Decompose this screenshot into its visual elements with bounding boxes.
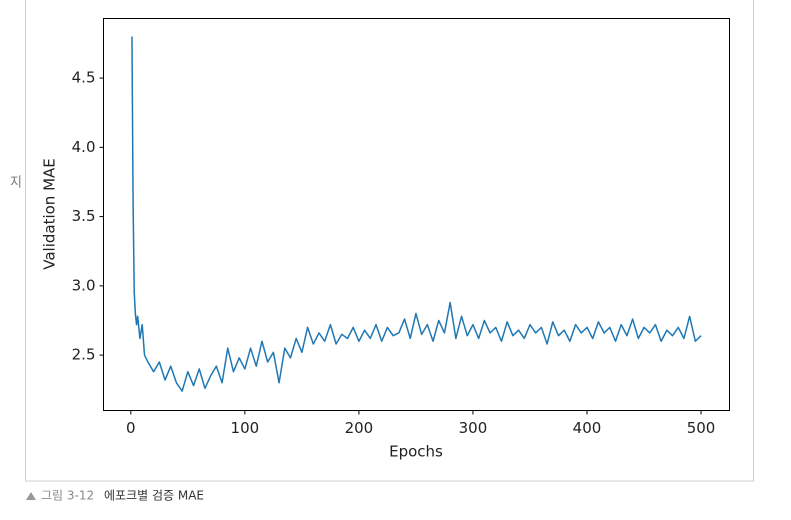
y-tick-label: 3.5 [72,207,96,225]
caption-icon [26,492,36,500]
x-axis-label: Epochs [389,443,443,461]
x-tick-label: 100 [231,419,260,437]
figure-frame [25,0,754,482]
y-tick-label: 2.5 [72,346,96,364]
caption-label: 그림 3-12 [41,489,94,503]
y-axis-label: Validation MAE [41,158,59,270]
y-tick-label: 4.0 [72,138,96,156]
x-tick-label: 200 [345,419,374,437]
x-tick-label: 400 [573,419,602,437]
y-tick-label: 4.5 [72,69,96,87]
y-tick-label: 3.0 [72,276,96,294]
data-line [131,36,702,392]
side-text: 지 [10,176,22,191]
x-tick-label: 0 [126,419,136,437]
x-tick-label: 300 [459,419,488,437]
x-tick-label: 500 [687,419,716,437]
caption-text: 에포크별 검증 MAE [104,489,204,503]
plot-frame [103,18,730,411]
